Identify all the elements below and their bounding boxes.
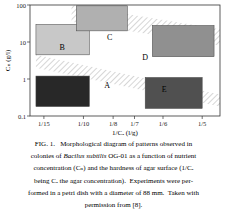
- caption-line: being Cₐ the agar concentration). Experi…: [34, 177, 194, 185]
- plot-marks: [36, 5, 220, 108]
- zone-label: B: [59, 43, 64, 52]
- x-tick-label: 1/10: [78, 120, 90, 127]
- x-tick-label: 1/8: [109, 120, 117, 127]
- x-tick-label: 1/15: [38, 120, 50, 127]
- x-tick-label: 1/7: [130, 120, 139, 127]
- caption-line: colonies of Bacilus subtilis OG-01 as a …: [31, 152, 197, 160]
- x-tick: [43, 116, 44, 119]
- caption-line: formed in a petri dish with a diameter o…: [28, 189, 199, 197]
- y-tick: [27, 42, 30, 43]
- colony-image: [152, 25, 214, 56]
- y-tick: [27, 5, 30, 6]
- y-tick-label: 1: [23, 76, 26, 83]
- colony-image: [76, 6, 127, 31]
- plot-area: [30, 5, 220, 116]
- chart: A B C D E 1/15 1/10 1/8 1/7 1/6 1/5 0.1 1 10 100 1/Cₐ (…: [0, 0, 227, 222]
- x-tick: [83, 116, 84, 119]
- y-tick: [27, 116, 30, 117]
- zone-label: A: [104, 81, 110, 90]
- caption-line: concentration (Cₙ) and the hardness of a…: [33, 164, 193, 172]
- plot-frame: [30, 5, 220, 116]
- y-tick-label: 10: [20, 39, 27, 46]
- caption-segment: Bacilus subtilis: [63, 152, 106, 160]
- x-axis-label: 1/Cₐ (l/g): [112, 129, 138, 137]
- caption-segment: OG-01 as a function of nutrient: [106, 152, 196, 160]
- caption-segment: colonies of: [31, 152, 64, 160]
- zone-label: C: [107, 33, 112, 42]
- y-tick-label: 100: [16, 2, 26, 9]
- y-axis-label: Cₙ (g/l): [4, 49, 12, 71]
- x-tick: [163, 116, 164, 119]
- y-tick: [27, 79, 30, 80]
- x-tick: [202, 116, 203, 119]
- y-tick-label: 0.1: [18, 113, 26, 120]
- colony-image: [36, 76, 89, 106]
- colony-image: [145, 77, 202, 108]
- zone-label: D: [142, 53, 148, 62]
- caption-line: permission from [8].: [85, 201, 143, 209]
- x-tick-label: 1/6: [159, 120, 168, 127]
- x-tick-label: 1/5: [198, 120, 206, 127]
- x-tick: [134, 116, 135, 119]
- zone-label: E: [162, 85, 167, 94]
- x-tick: [113, 116, 114, 119]
- caption-line: FIG. 1. Morphological diagram of pattern…: [35, 140, 193, 148]
